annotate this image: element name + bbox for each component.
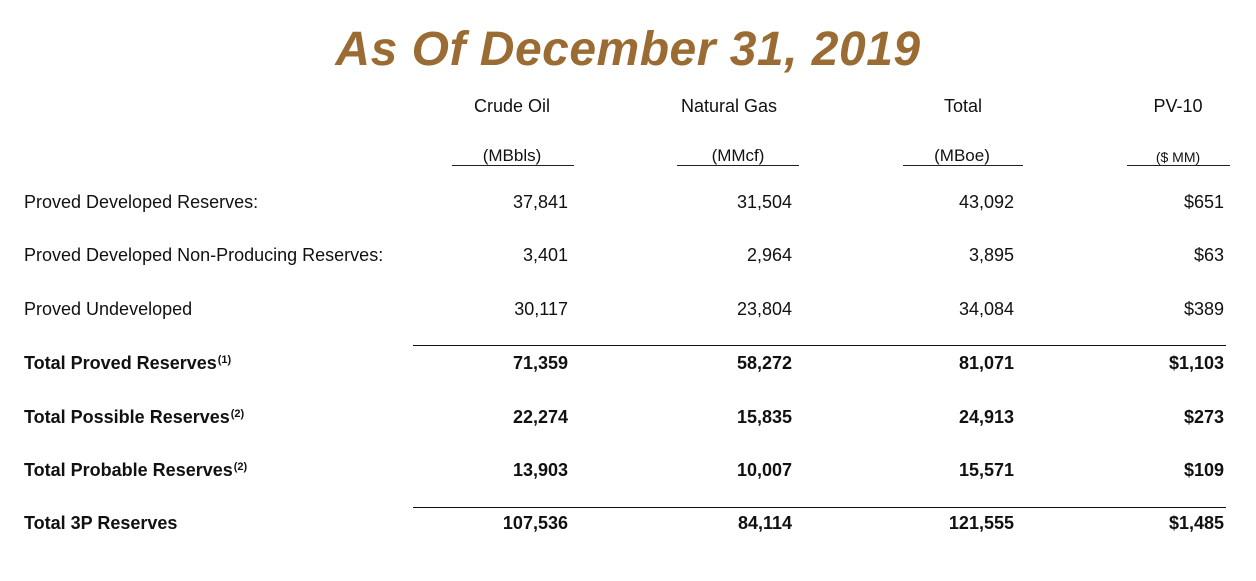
column-header-pv10: PV-10	[1153, 96, 1203, 116]
cell-natural-gas: 58,272	[736, 353, 792, 373]
footnote-marker: (2)	[230, 408, 245, 420]
cell-natural-gas: 15,835	[736, 407, 792, 427]
cell-pv10: $651	[1183, 192, 1224, 212]
row-label: Total Probable Reserves(2)	[24, 460, 248, 480]
cell-pv10: $389	[1183, 299, 1224, 319]
cell-pv10: $1,103	[1168, 353, 1224, 373]
cell-natural-gas: 10,007	[736, 460, 792, 480]
cell-natural-gas: 31,504	[736, 192, 792, 212]
cell-total: 81,071	[958, 353, 1014, 373]
cell-total: 24,913	[958, 407, 1014, 427]
total-rule	[413, 507, 1226, 508]
cell-crude-oil: 71,359	[512, 353, 568, 373]
column-header-crude-oil: Crude Oil	[473, 96, 551, 116]
footnote-marker: (2)	[233, 461, 248, 473]
cell-natural-gas: 23,804	[736, 299, 792, 319]
cell-total: 34,084	[958, 299, 1014, 319]
cell-natural-gas: 2,964	[746, 245, 792, 265]
cell-pv10: $273	[1183, 407, 1224, 427]
row-label: Proved Undeveloped	[24, 299, 193, 319]
footnote-marker: (1)	[217, 354, 232, 366]
cell-pv10: $63	[1193, 245, 1224, 265]
unit-underline-crude-oil	[452, 165, 574, 166]
column-unit-total: (MBoe)	[934, 146, 990, 165]
column-unit-pv10: ($ MM)	[1155, 149, 1201, 165]
cell-total: 3,895	[968, 245, 1014, 265]
cell-crude-oil: 37,841	[512, 192, 568, 212]
column-unit-crude-oil: (MBbls)	[482, 146, 542, 165]
cell-total: 43,092	[958, 192, 1014, 212]
page-title: As Of December 31, 2019	[335, 23, 921, 76]
cell-natural-gas: 84,114	[737, 513, 792, 533]
unit-underline-natural-gas	[677, 165, 799, 166]
cell-crude-oil: 107,536	[502, 513, 568, 533]
cell-crude-oil: 3,401	[522, 245, 568, 265]
column-header-total: Total	[943, 96, 983, 116]
row-label: Proved Developed Reserves:	[24, 192, 259, 212]
cell-crude-oil: 30,117	[514, 299, 568, 319]
unit-underline-total	[903, 165, 1023, 166]
column-header-natural-gas: Natural Gas	[680, 96, 778, 116]
column-unit-natural-gas: (MMcf)	[711, 146, 765, 165]
unit-underline-pv10	[1127, 165, 1230, 166]
row-label: Total Proved Reserves(1)	[24, 353, 232, 373]
cell-pv10: $1,485	[1168, 513, 1224, 533]
row-label: Proved Developed Non-Producing Reserves:	[24, 245, 384, 265]
cell-total: 15,571	[958, 460, 1014, 480]
cell-crude-oil: 13,903	[512, 460, 568, 480]
row-label: Total 3P Reserves	[24, 513, 178, 533]
subtotal-rule	[413, 345, 1226, 346]
cell-total: 121,555	[948, 513, 1014, 533]
cell-crude-oil: 22,274	[512, 407, 568, 427]
cell-pv10: $109	[1183, 460, 1224, 480]
row-label: Total Possible Reserves(2)	[24, 407, 245, 427]
